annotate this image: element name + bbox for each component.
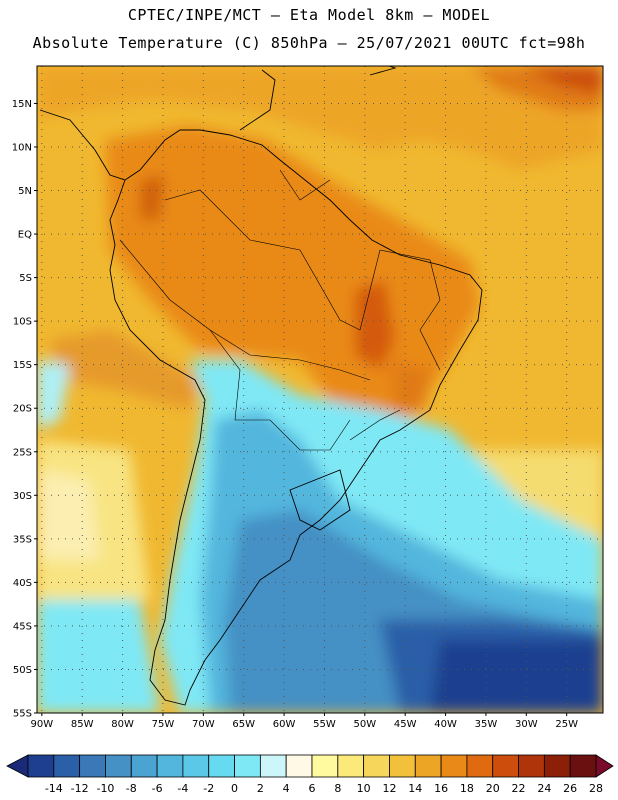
lon-label: 30W bbox=[515, 719, 538, 730]
lat-label: 10S bbox=[13, 317, 32, 328]
lon-label: 85W bbox=[71, 719, 94, 730]
lat-label: 45S bbox=[13, 621, 32, 632]
lon-label: 45W bbox=[394, 719, 417, 730]
colorbar-swatch bbox=[543, 754, 571, 778]
colorbar-label: -14 bbox=[45, 782, 63, 795]
coastlines bbox=[39, 66, 483, 706]
colorbar-swatch bbox=[363, 754, 390, 778]
colorbar-swatch bbox=[466, 754, 494, 778]
lon-label: 50W bbox=[353, 719, 376, 730]
colorbar-swatch bbox=[414, 754, 442, 778]
colorbar-swatch bbox=[337, 754, 365, 778]
lat-label: 5S bbox=[19, 273, 32, 284]
lat-label: 15S bbox=[13, 360, 32, 371]
lon-label: 60W bbox=[273, 719, 296, 730]
colorbar: -14 -12 -10 -8 -6 -4 -2 0 2 4 6 8 10 12 14 16 18 20 22 24 26… bbox=[6, 754, 614, 795]
colorbar-swatch bbox=[234, 754, 261, 778]
lat-label: EQ bbox=[18, 230, 32, 241]
lat-label: 55S bbox=[13, 709, 32, 720]
lat-label: 35S bbox=[13, 534, 32, 545]
colorbar-label: 24 bbox=[537, 782, 551, 795]
colorbar-swatch bbox=[285, 754, 313, 778]
lat-label: 20S bbox=[13, 404, 32, 415]
colorbar-label: 0 bbox=[231, 782, 238, 795]
colorbar-label: 22 bbox=[512, 782, 526, 795]
colorbar-label: 6 bbox=[309, 782, 316, 795]
colorbar-label: 8 bbox=[334, 782, 341, 795]
lat-label: 50S bbox=[13, 665, 32, 676]
graticule bbox=[37, 66, 603, 713]
colorbar-label: 10 bbox=[357, 782, 371, 795]
colorbar-label: -6 bbox=[152, 782, 163, 795]
lat-label: 10N bbox=[12, 142, 32, 153]
lat-label: 15N bbox=[12, 99, 32, 110]
colorbar-label: -10 bbox=[96, 782, 114, 795]
lat-label: 30S bbox=[13, 491, 32, 502]
lon-label: 90W bbox=[31, 719, 54, 730]
lon-label: 75W bbox=[152, 719, 175, 730]
colorbar-swatch bbox=[130, 754, 158, 778]
colorbar-label: 26 bbox=[563, 782, 577, 795]
colorbar-swatch bbox=[440, 754, 468, 778]
colorbar-swatch bbox=[79, 754, 106, 778]
colorbar-swatch bbox=[389, 754, 416, 778]
lon-label: 80W bbox=[111, 719, 134, 730]
colorbar-swatch bbox=[569, 754, 597, 778]
colorbar-label: 20 bbox=[486, 782, 500, 795]
latitude-axis: 15N 10N 5N EQ 5S 10S 15S 20S 25S 30S 35S 40S 45S 50S 5… bbox=[12, 99, 37, 720]
lat-label: 5N bbox=[18, 186, 32, 197]
colorbar-label: 18 bbox=[460, 782, 474, 795]
colorbar-swatch bbox=[27, 754, 55, 778]
lon-label: 65W bbox=[232, 719, 255, 730]
map-subtitle: Absolute Temperature (C) 850hPa – 25/07/… bbox=[32, 34, 586, 52]
plot-frame bbox=[36, 65, 604, 714]
colorbar-swatch bbox=[208, 754, 235, 778]
colorbar-swatch bbox=[156, 754, 184, 778]
colorbar-label: 12 bbox=[382, 782, 396, 795]
colorbar-label: 14 bbox=[408, 782, 422, 795]
country-borders bbox=[119, 169, 441, 451]
colorbar-label: -8 bbox=[126, 782, 137, 795]
colorbar-label: -12 bbox=[71, 782, 89, 795]
lon-label: 40W bbox=[434, 719, 457, 730]
colorbar-label: 4 bbox=[283, 782, 290, 795]
colorbar-swatch bbox=[105, 754, 132, 778]
colorbar-swatch bbox=[182, 754, 210, 778]
temperature-field bbox=[37, 66, 603, 713]
colorbar-label: -2 bbox=[203, 782, 214, 795]
colorbar-label: 28 bbox=[589, 782, 603, 795]
lon-label: 35W bbox=[475, 719, 498, 730]
colorbar-label: 2 bbox=[257, 782, 264, 795]
colorbar-over-arrow bbox=[595, 754, 614, 778]
colorbar-swatch bbox=[53, 754, 81, 778]
lon-label: 55W bbox=[313, 719, 336, 730]
colorbar-swatch bbox=[311, 754, 339, 778]
colorbar-swatch bbox=[259, 754, 287, 778]
longitude-axis: 90W 85W 80W 75W 70W 65W 60W 55W 50W 45W 40W 35W 30W 2… bbox=[31, 713, 578, 730]
lat-label: 40S bbox=[13, 578, 32, 589]
colorbar-label: 16 bbox=[434, 782, 448, 795]
lon-label: 70W bbox=[192, 719, 215, 730]
colorbar-under-arrow bbox=[6, 754, 29, 778]
lat-label: 25S bbox=[13, 447, 32, 458]
colorbar-swatch bbox=[492, 754, 519, 778]
lon-label: 25W bbox=[555, 719, 578, 730]
colorbar-label: -4 bbox=[177, 782, 188, 795]
map-title: CPTEC/INPE/MCT – Eta Model 8km – MODEL bbox=[127, 6, 491, 24]
colorbar-swatch bbox=[518, 754, 545, 778]
